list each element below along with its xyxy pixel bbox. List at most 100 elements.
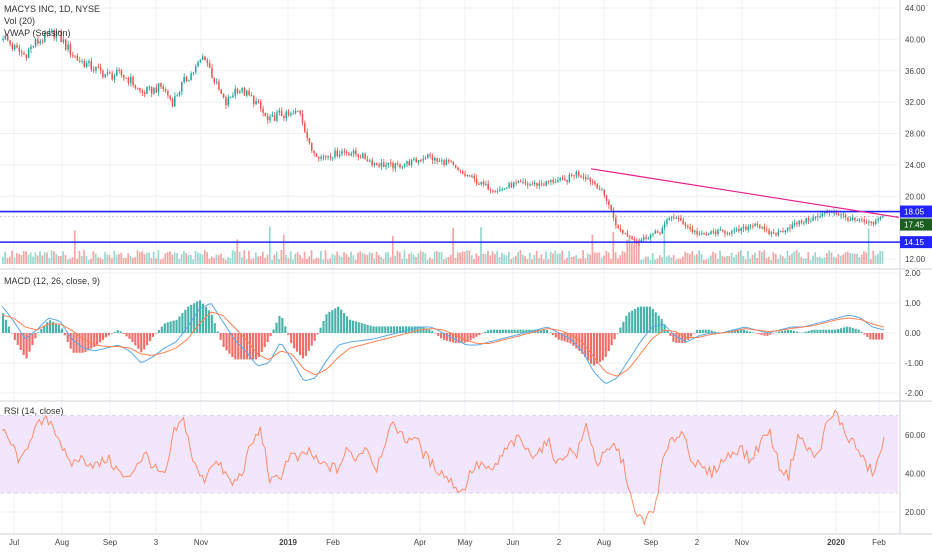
price-axis[interactable]: 44.00 40.00 36.00 32.00 28.00 24.00 20.00 12.00 <box>905 4 926 264</box>
macd-histogram-bar <box>634 308 637 333</box>
volume-bar <box>190 254 192 264</box>
macd-histogram-bar <box>110 333 113 334</box>
candle-body <box>522 181 524 183</box>
rsi-axis[interactable]: 60.00 40.00 20.00 <box>905 431 926 517</box>
macd-histogram-bar <box>760 333 763 335</box>
volume-bar <box>691 251 694 264</box>
volume-bar <box>185 253 188 264</box>
macd-histogram-bar <box>201 303 205 333</box>
candle-body <box>800 220 803 223</box>
price-tick-label: 36.00 <box>905 67 926 76</box>
candle-layer <box>2 28 884 246</box>
volume-bar <box>301 258 304 264</box>
macd-histogram-bar <box>845 326 848 333</box>
volume-bar <box>779 254 782 264</box>
volume-bar <box>408 253 410 264</box>
macd-histogram-bar <box>119 331 122 333</box>
volume-bar <box>614 252 617 264</box>
macd-histogram-bar <box>501 329 504 333</box>
volume-bar <box>169 251 171 264</box>
candle-body <box>803 222 805 224</box>
volume-bar <box>287 258 290 264</box>
volume-bar <box>665 256 668 264</box>
volume-bar <box>756 258 759 264</box>
macd-histogram-bar <box>601 333 604 361</box>
macd-histogram-bar <box>163 323 166 333</box>
volume-bar <box>361 252 364 264</box>
macd-histogram-bar <box>645 306 648 333</box>
macd-histogram-bar <box>334 308 337 333</box>
macd-histogram-bar <box>595 333 599 364</box>
macd-histogram-bar <box>789 330 793 333</box>
candle-body <box>856 219 858 221</box>
candle-body <box>143 92 146 94</box>
volume-bar <box>357 252 359 264</box>
volume-bar <box>682 256 684 264</box>
rsi-tick-label: 20.00 <box>905 508 926 517</box>
volume-bar <box>336 251 338 264</box>
volume-bar <box>510 258 513 264</box>
candle-body <box>745 226 747 230</box>
volume-bar <box>25 251 27 264</box>
volume-bar <box>296 252 299 264</box>
volume-bar <box>22 251 25 264</box>
time-axis[interactable]: Jul Aug Sep 3 Nov 2019 Feb Apr May Jun 2 Aug Sep 2 Nov… <box>9 538 887 547</box>
candle-body <box>373 163 376 166</box>
volume-bar <box>18 254 20 264</box>
time-tick-label: 2020 <box>827 538 845 547</box>
candle-body <box>510 183 513 187</box>
macd-axis[interactable]: 2.00 1.00 0.00 -1.00 -2.00 <box>905 269 924 398</box>
volume-bar <box>786 250 789 264</box>
volume-bar <box>733 256 735 264</box>
macd-histogram-bar <box>257 333 260 358</box>
volume-bar <box>823 257 826 264</box>
volume-bar <box>849 252 851 264</box>
rsi-legend[interactable]: RSI (14, close) <box>4 406 64 416</box>
volume-bar <box>164 253 167 264</box>
macd-histogram-bar <box>613 333 616 340</box>
macd-legend[interactable]: MACD (12, 26, close, 9) <box>4 276 100 286</box>
time-tick-label: Sep <box>644 538 659 547</box>
macd-histogram-bar <box>769 333 772 335</box>
candle-body <box>786 227 789 231</box>
candle-body <box>531 184 534 186</box>
candle-body <box>626 233 629 236</box>
volume-bar <box>46 252 48 264</box>
volume-bar <box>64 255 67 264</box>
price-tick-label: 32.00 <box>905 98 926 107</box>
trendline[interactable] <box>590 168 900 219</box>
macd-histogram-bar <box>604 333 607 357</box>
candle-body <box>712 231 715 233</box>
volume-bar <box>726 255 728 264</box>
macd-histogram-bar <box>372 326 375 333</box>
candle-body <box>475 178 478 184</box>
macd-histogram-bar <box>210 314 213 333</box>
volume-bar <box>76 259 78 264</box>
macd-histogram-bar <box>181 313 184 333</box>
volume-bar <box>649 259 652 264</box>
candle-body <box>127 77 130 84</box>
volume-bar <box>461 251 464 264</box>
macd-histogram-bar <box>575 333 578 349</box>
candle-body <box>819 216 821 218</box>
volume-legend[interactable]: Vol (20) <box>4 16 35 26</box>
candle-body <box>76 55 79 61</box>
candle-body <box>257 100 260 102</box>
macd-histogram-bar <box>498 329 501 333</box>
volume-bar <box>259 256 262 264</box>
macd-histogram-bar <box>393 326 396 333</box>
volume-bar <box>155 258 157 264</box>
volume-bar <box>593 252 596 264</box>
vwap-legend[interactable]: VWAP (Session) <box>4 28 71 38</box>
candle-body <box>220 89 222 94</box>
macd-histogram-bar <box>598 333 601 363</box>
candle-body <box>789 227 791 229</box>
volume-bar <box>589 254 591 264</box>
volume-bar <box>881 250 884 264</box>
candle-body <box>25 54 28 58</box>
volume-bar <box>695 254 698 264</box>
volume-bar <box>830 252 833 264</box>
candle-body <box>338 154 341 157</box>
symbol-title[interactable]: MACYS INC, 1D, NYSE <box>4 4 100 14</box>
